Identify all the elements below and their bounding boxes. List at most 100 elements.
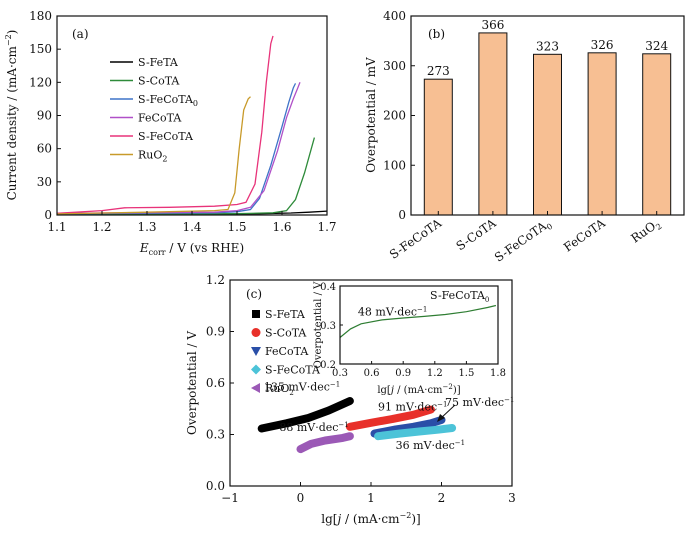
panel-b-bar	[423, 78, 453, 216]
panel-c-legend-label: S-FeCoTA	[265, 364, 321, 377]
panel-a-legend-label: S-FeCoTA	[138, 130, 194, 143]
panel-b-y-axis-label: Overpotential / mV	[364, 57, 378, 173]
panel-a-y-tick-label: 60	[37, 142, 52, 156]
panel-a-y-tick-label: 0	[44, 208, 52, 222]
panel-a-y-tick-label: 30	[37, 175, 52, 189]
inset-x-axis-label: lg[j / (mA·cm−2)]	[377, 383, 460, 396]
panel-c-series-band	[257, 397, 354, 433]
panel-b-bar-value-label: 326	[591, 38, 614, 52]
panel-b-category-label: S-FeCoTA	[387, 216, 444, 262]
panel-a-y-tick-label: 150	[29, 42, 52, 56]
panel-a-x-tick-label: 1.6	[272, 220, 291, 234]
panel-c-y-tick-label: 0.9	[206, 325, 225, 339]
inset-x-tick-label: 1.2	[427, 368, 443, 379]
panel-c-series-points	[257, 397, 457, 454]
panel-c-legend-label: S-CoTA	[265, 327, 307, 340]
panel-a-y-tick-label: 120	[29, 75, 52, 89]
panel-a-series-line	[56, 83, 297, 215]
panel-b-bar-value-label: 323	[536, 39, 559, 53]
panel-a-ticks: 1.1 1.2 1.3 1.4 1.5 1.6 1.7 0 30 60 90 120 150 180	[29, 9, 336, 234]
inset-ticks: 0.3 0.6 0.9 1.2 1.5 1.80.20.30.4	[320, 282, 506, 379]
panel-b-bar-value-label: 273	[427, 64, 450, 78]
panel-c-legend-marker	[251, 347, 261, 356]
inset-slope-annotation: 48 mV·dec−1	[358, 305, 427, 318]
panel-c-legend-label: S-FeTA	[265, 308, 306, 321]
panel-c-series-band	[370, 415, 446, 438]
panel-b-bar	[533, 53, 562, 216]
inset-y-tick-label: 0.2	[320, 360, 336, 371]
panel-c-ticks: −1 0 1 2 3 0.0 0.3 0.6 0.9 1.2	[206, 273, 516, 505]
panel-b-bar-value-label: 324	[645, 39, 668, 53]
panel-c-slope-annotation: 91 mV·dec−1	[378, 400, 447, 413]
panel-a-legend-label: S-CoTA	[138, 75, 180, 88]
panel-c-y-tick-label: 0.3	[206, 428, 225, 442]
panel-a-legend-label: FeCoTA	[138, 112, 182, 125]
panel-a-legend-label: S-FeCoTA0	[138, 93, 198, 108]
panel-a-x-tick-label: 1.7	[317, 220, 336, 234]
panel-c-tafel-chart: −1 0 1 2 3 0.0 0.3 0.6 0.9 1.2 135 mV·dec−1 91 mV·…	[185, 273, 516, 526]
panel-b-overpotential-bar-chart: 273 366 323 326 324 0 100 200 300 400 S-FeCoTA S-C…	[364, 9, 685, 266]
panel-a-legend-label: RuO2	[138, 149, 167, 164]
panel-b-y-tick-label: 300	[383, 59, 406, 73]
panel-b-bars: 273 366 323 326 324	[423, 18, 672, 216]
panel-a-series-line	[56, 137, 316, 216]
panel-c-slope-annotation: 36 mV·dec−1	[396, 439, 465, 452]
panel-c-y-tick-label: 0.0	[206, 479, 225, 493]
panel-b-bar	[642, 53, 672, 216]
panel-a-series-lines	[56, 35, 328, 216]
panel-b-category-label: FeCoTA	[561, 216, 608, 255]
panel-a-legend-label: S-FeTA	[138, 56, 179, 69]
inset-x-tick-label: 0.3	[332, 368, 348, 379]
inset-title: S-FeCoTA0	[430, 289, 489, 304]
panel-a-series-line	[56, 35, 274, 214]
panel-a-x-tick-label: 1.2	[92, 220, 111, 234]
panel-b-category-label: RuO2	[628, 216, 663, 247]
panel-b-y-tick-label: 0	[398, 208, 406, 222]
panel-c-x-tick-label: −1	[221, 491, 239, 505]
panel-a-x-tick-label: 1.1	[47, 220, 66, 234]
panel-b-y-tick-label: 400	[383, 9, 406, 23]
panel-a-x-tick-label: 1.3	[137, 220, 156, 234]
panel-b-category-label: S-FeCoTA0	[492, 216, 554, 266]
panel-c-slope-annotation: 135 mV·dec−1	[264, 381, 340, 394]
panel-c-slope-annotation: 88 mV·dec−1	[279, 421, 348, 434]
panel-a-y-axis-label: Current density / (mA·cm−2)	[4, 30, 19, 201]
panel-c-series-band	[374, 424, 457, 441]
panel-c-inset-chart: 0.3 0.6 0.9 1.2 1.5 1.80.20.30.4 S-FeCoTA0 48…	[313, 281, 506, 396]
panel-c-x-tick-label: 2	[438, 491, 446, 505]
panel-c-legend-marker	[251, 328, 261, 337]
panel-b-bar	[587, 52, 617, 216]
panel-c-x-tick-label: 3	[508, 491, 516, 505]
inset-y-tick-label: 0.3	[320, 321, 336, 332]
panel-c-legend-label: FeCoTA	[265, 345, 309, 358]
panel-b-label: (b)	[428, 27, 445, 41]
inset-series-line	[339, 304, 497, 338]
inset-x-tick-label: 1.8	[490, 368, 506, 379]
panel-a-x-axis-label: Ecorr / V (vs RHE)	[139, 241, 244, 257]
inset-x-tick-label: 1.5	[458, 368, 474, 379]
panel-c-annotation-arrowhead	[437, 414, 445, 422]
panel-c-label: (c)	[246, 287, 262, 301]
panel-a-series-line	[56, 96, 251, 215]
panel-c-y-tick-label: 1.2	[206, 273, 225, 287]
panel-c-series-band	[345, 405, 435, 431]
panel-a-y-tick-label: 90	[37, 109, 52, 123]
panel-c-legend-marker	[251, 383, 260, 393]
panel-b-bar	[478, 32, 508, 216]
panel-b-category-label: S-CoTA	[454, 216, 499, 254]
panel-a-label: (a)	[72, 27, 89, 41]
panel-a-current-density-chart: 1.1 1.2 1.3 1.4 1.5 1.6 1.7 0 30 60 90 120 150 180 (a…	[4, 9, 337, 257]
panel-a-series-line	[56, 82, 301, 214]
panel-a-legend: S-FeTA S-CoTA S-FeCoTA0 FeCoTA S-FeCoTA RuO2	[110, 56, 198, 164]
inset-y-tick-label: 0.4	[320, 282, 336, 293]
inset-background	[340, 286, 498, 364]
panel-c-x-tick-label: 1	[367, 491, 375, 505]
inset-y-axis-label: Overpotential / V	[313, 281, 324, 368]
panel-c-slope-annotation: 75 mV·dec−1	[445, 396, 514, 409]
panel-a-y-tick-label: 180	[29, 9, 52, 23]
panel-a-x-tick-label: 1.4	[182, 220, 201, 234]
panel-a-plot-frame	[56, 15, 328, 216]
panel-c-x-axis-label: lg[j / (mA·cm−2)]	[321, 511, 420, 526]
panel-a-x-tick-label: 1.5	[227, 220, 246, 234]
